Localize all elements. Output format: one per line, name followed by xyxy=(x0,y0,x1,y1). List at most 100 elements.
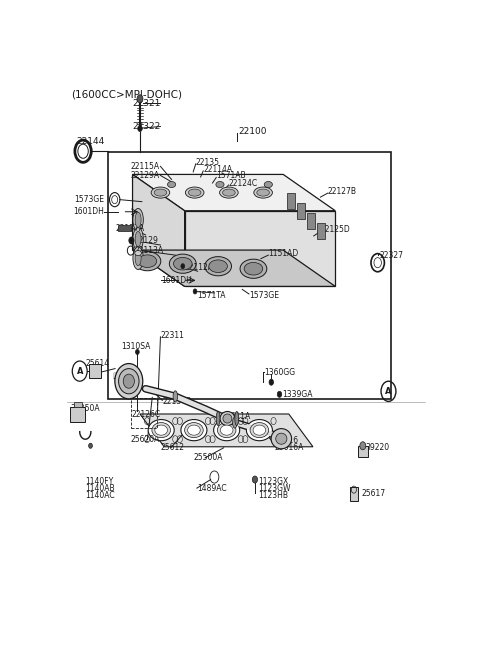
Bar xyxy=(119,225,131,231)
Text: 22115A: 22115A xyxy=(131,162,160,171)
Text: 22321: 22321 xyxy=(132,99,160,108)
Text: 1573GE: 1573GE xyxy=(74,195,104,204)
Bar xyxy=(317,223,325,239)
Text: 22125D: 22125D xyxy=(321,225,350,234)
Ellipse shape xyxy=(216,411,220,426)
Text: 22127B: 22127B xyxy=(328,187,357,196)
Text: 1123GW: 1123GW xyxy=(259,483,291,493)
Text: 22113A: 22113A xyxy=(134,246,164,255)
Circle shape xyxy=(89,443,92,448)
Text: 39350A: 39350A xyxy=(71,404,100,413)
Ellipse shape xyxy=(123,374,134,388)
Polygon shape xyxy=(132,250,335,286)
Ellipse shape xyxy=(204,257,231,276)
Bar xyxy=(358,446,368,457)
Text: 25616: 25616 xyxy=(274,436,299,445)
Text: A: A xyxy=(385,387,392,396)
Ellipse shape xyxy=(254,187,273,198)
Text: 1123HB: 1123HB xyxy=(259,491,288,500)
Text: 22311: 22311 xyxy=(160,331,184,341)
Ellipse shape xyxy=(214,420,240,441)
Text: 25614: 25614 xyxy=(85,358,109,367)
Text: (1600CC>MPI-DOHC): (1600CC>MPI-DOHC) xyxy=(71,90,182,100)
Polygon shape xyxy=(132,174,335,211)
Text: 22114A: 22114A xyxy=(203,165,232,174)
Circle shape xyxy=(137,95,143,103)
Text: 22129A: 22129A xyxy=(131,171,160,180)
Ellipse shape xyxy=(133,228,144,250)
Text: 25500A: 25500A xyxy=(194,453,223,462)
Circle shape xyxy=(269,379,274,385)
Ellipse shape xyxy=(253,425,266,435)
Circle shape xyxy=(360,441,366,450)
Ellipse shape xyxy=(250,422,269,438)
Ellipse shape xyxy=(169,254,196,273)
Ellipse shape xyxy=(209,260,228,272)
Ellipse shape xyxy=(185,187,204,198)
Text: 25616A: 25616A xyxy=(274,443,304,453)
Bar xyxy=(108,152,391,399)
Bar xyxy=(71,407,85,422)
Text: 1123GX: 1123GX xyxy=(259,477,289,485)
Ellipse shape xyxy=(133,208,144,231)
Ellipse shape xyxy=(119,369,139,394)
Ellipse shape xyxy=(271,428,291,449)
Ellipse shape xyxy=(220,425,233,435)
Circle shape xyxy=(138,126,142,132)
Ellipse shape xyxy=(223,189,235,196)
Text: 22129: 22129 xyxy=(134,236,158,245)
Text: 22135: 22135 xyxy=(196,158,220,167)
Text: 22124C: 22124C xyxy=(228,179,258,188)
Ellipse shape xyxy=(135,251,141,266)
Ellipse shape xyxy=(173,391,178,402)
Polygon shape xyxy=(185,211,335,286)
Ellipse shape xyxy=(216,181,224,187)
Text: 1489AC: 1489AC xyxy=(197,483,227,493)
Text: 1571TA: 1571TA xyxy=(197,291,226,300)
Text: 25620A: 25620A xyxy=(131,435,160,444)
Ellipse shape xyxy=(115,364,143,399)
Circle shape xyxy=(252,476,258,483)
Text: 25611A: 25611A xyxy=(221,412,251,421)
Circle shape xyxy=(277,391,282,398)
Text: 1571AB: 1571AB xyxy=(216,172,246,180)
Ellipse shape xyxy=(223,414,232,423)
Text: 39220: 39220 xyxy=(365,443,389,453)
Ellipse shape xyxy=(276,433,287,444)
Text: 1601DH: 1601DH xyxy=(73,207,104,216)
Ellipse shape xyxy=(240,259,267,278)
Ellipse shape xyxy=(135,231,141,246)
Ellipse shape xyxy=(257,189,269,196)
Ellipse shape xyxy=(244,263,263,275)
Bar xyxy=(287,193,295,209)
Text: 1140AB: 1140AB xyxy=(85,483,115,493)
Text: 22100: 22100 xyxy=(239,126,267,136)
Ellipse shape xyxy=(181,420,207,441)
Ellipse shape xyxy=(188,189,201,196)
Polygon shape xyxy=(140,414,313,447)
Polygon shape xyxy=(132,174,185,286)
Bar xyxy=(297,202,305,219)
Bar xyxy=(307,213,315,229)
Text: 22134B: 22134B xyxy=(162,397,192,406)
Ellipse shape xyxy=(233,417,237,428)
Ellipse shape xyxy=(154,189,167,196)
Ellipse shape xyxy=(235,411,239,426)
Ellipse shape xyxy=(151,187,170,198)
Text: 1140FY: 1140FY xyxy=(85,477,114,485)
Circle shape xyxy=(181,264,185,269)
Text: 22126C: 22126C xyxy=(132,410,160,419)
Ellipse shape xyxy=(133,247,144,269)
Circle shape xyxy=(193,289,197,294)
Ellipse shape xyxy=(219,187,238,198)
Ellipse shape xyxy=(138,255,157,267)
Text: 1360GG: 1360GG xyxy=(264,367,295,377)
Ellipse shape xyxy=(148,420,174,441)
Ellipse shape xyxy=(135,212,141,227)
Circle shape xyxy=(129,237,134,244)
Text: 1339GA: 1339GA xyxy=(282,390,313,399)
Text: 25617: 25617 xyxy=(361,489,385,498)
Text: 22144: 22144 xyxy=(77,137,105,146)
Text: 22112A: 22112A xyxy=(185,263,214,272)
Text: 25612: 25612 xyxy=(160,443,184,453)
